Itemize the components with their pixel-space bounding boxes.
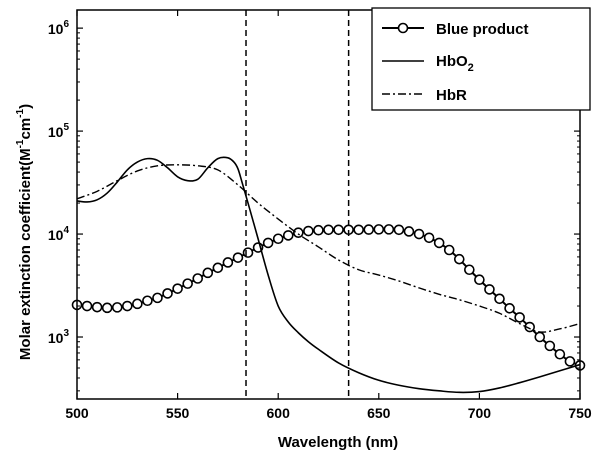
series-blue-product-point (303, 225, 314, 237)
series-blue-product-point (282, 230, 294, 241)
series-blue-product-point (433, 237, 445, 249)
series-blue-product-point (554, 348, 566, 360)
y-axis-label-sup1: -1 (15, 139, 26, 148)
series-blue-product-point (142, 295, 153, 307)
legend-blue-product-marker (397, 22, 409, 34)
y-axis-label-sup2: -1 (15, 108, 26, 117)
y-tick-exp: 3 (63, 328, 69, 339)
series-blue-product-point (383, 224, 395, 235)
series-blue-product-point (494, 293, 505, 305)
legend-hbo2-label: HbO2 (436, 53, 474, 74)
series-blue-product-point (91, 301, 103, 313)
y-axis-label-end: ) (17, 104, 34, 109)
series-blue-product-point (132, 298, 143, 310)
series-blue-product-point (81, 300, 93, 312)
x-tick-label: 550 (166, 405, 190, 421)
series-blue-product-point (152, 292, 163, 304)
y-tick-label: 105 (48, 122, 70, 140)
series-blue-product-point (272, 233, 284, 245)
y-tick-exp: 4 (63, 225, 69, 236)
series-blue-product-point (293, 227, 304, 239)
series-blue-product-point (313, 224, 324, 236)
series-blue-product-point (504, 303, 515, 314)
series-blue-product-point (413, 228, 425, 240)
x-tick-label: 500 (65, 405, 89, 421)
legend-box (371, 7, 591, 111)
legend-hbr-label: HbR (436, 87, 467, 104)
series-layer (71, 156, 586, 394)
series-blue-product-point (373, 224, 385, 235)
series-blue-product-point (474, 274, 485, 286)
x-axis-label: Wavelength (nm) (278, 434, 398, 451)
series-blue-product-point (222, 257, 234, 268)
series-blue-product-point (484, 284, 495, 295)
vertical-lines (245, 10, 350, 399)
series-blue-product-point (212, 262, 224, 274)
series-blue-product-point (192, 273, 204, 284)
series-blue-product-point (423, 232, 435, 244)
legend: Blue product HbO2 HbR (371, 7, 591, 111)
series-blue-product-point (363, 224, 375, 235)
series-blue-product-point (262, 237, 274, 249)
series-blue-product-point (111, 302, 123, 313)
series-blue-product-point (232, 252, 244, 263)
y-tick-label: 106 (48, 19, 70, 37)
series-blue-product-point (534, 331, 546, 343)
series-blue-product-point (453, 253, 465, 265)
x-tick-label: 600 (267, 405, 291, 421)
series-blue-product-point (202, 267, 214, 279)
series-hbr-line (76, 164, 581, 333)
y-tick-exp: 6 (63, 19, 69, 30)
y-tick-base: 10 (48, 124, 64, 140)
series-blue-product-point (544, 340, 556, 352)
series-blue-product-point (393, 224, 405, 236)
y-tick-base: 10 (48, 330, 64, 346)
y-tick-label: 104 (48, 225, 70, 243)
series-blue-product-point (333, 224, 344, 236)
legend-blue-product-label: Blue product (436, 21, 529, 38)
series-blue-product-point (182, 278, 193, 289)
y-tick-label: 103 (48, 328, 70, 346)
y-axis-label-text: Molar extinction coefficient(M (17, 148, 34, 360)
y-axis-label-mid: cm (17, 118, 34, 140)
series-blue-product-point (353, 224, 364, 236)
y-tick-exp: 5 (63, 122, 69, 133)
series-blue-product-point (564, 356, 576, 367)
series-blue-product-point (514, 312, 525, 323)
series-blue-product-point (162, 288, 173, 299)
series-blue-product-point (122, 300, 133, 312)
series-blue-product-point (101, 302, 113, 314)
x-tick-labels: 500 550 600 650 700 750 (65, 405, 592, 421)
series-blue-product-point (443, 244, 455, 256)
series-hbo2-line (76, 156, 581, 394)
series-blue-product-point (172, 283, 183, 294)
plot-frame (76, 9, 581, 400)
y-tick-base: 10 (48, 21, 64, 37)
x-tick-label: 700 (468, 405, 492, 421)
legend-hbo2-sub: 2 (468, 62, 474, 74)
series-blue-product-point (323, 224, 334, 236)
x-tick-label: 750 (568, 405, 592, 421)
y-axis-label: Molar extinction coefficient(M-1cm-1) (15, 104, 34, 360)
series-blue-product-point (464, 264, 475, 276)
series-blue-product-point (242, 247, 254, 258)
y-tick-base: 10 (48, 227, 64, 243)
series-blue-product-point (403, 226, 415, 237)
x-tick-label: 650 (367, 405, 391, 421)
legend-hbo2-text: HbO (436, 53, 468, 70)
